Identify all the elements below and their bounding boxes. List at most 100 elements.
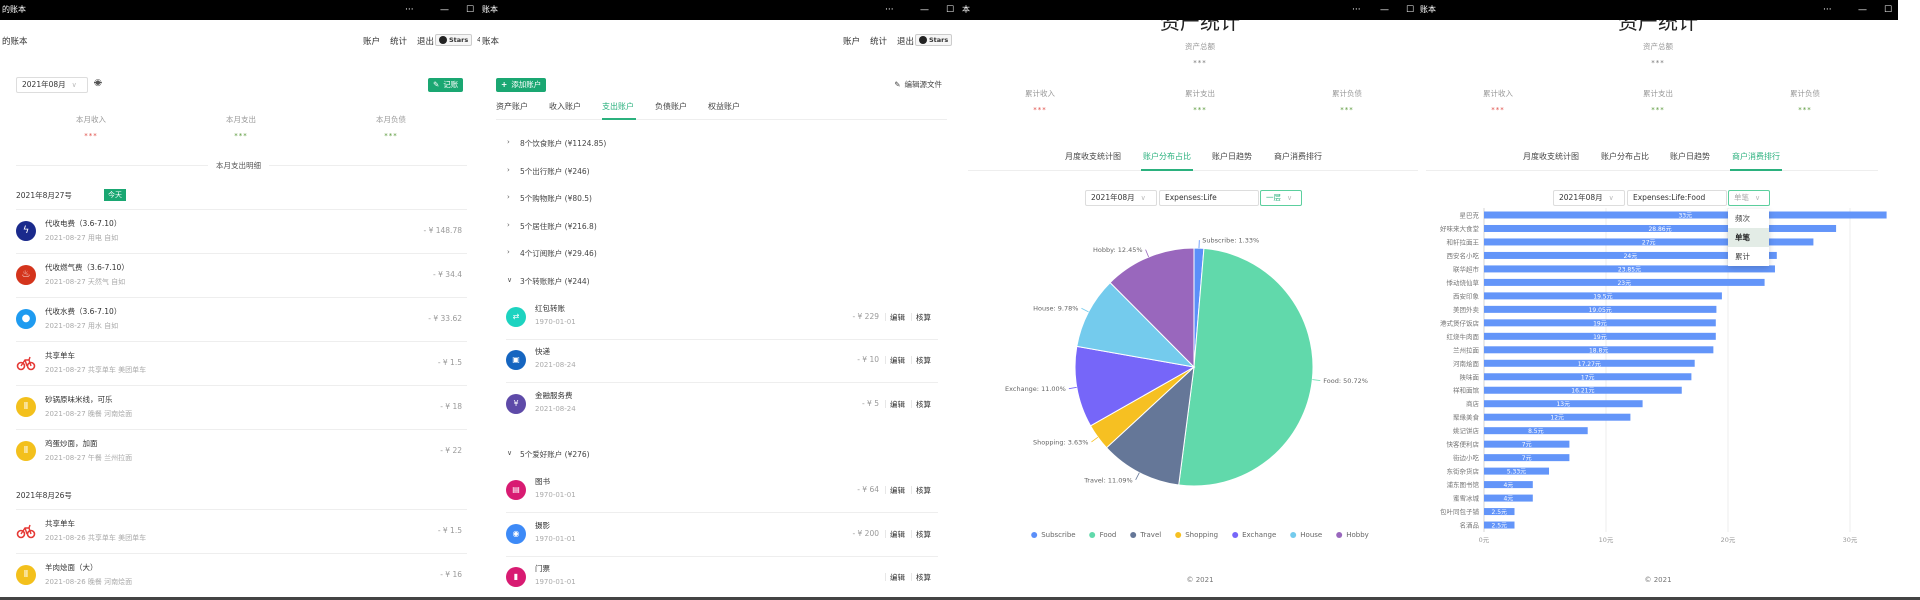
chevron-down-icon[interactable]: ∨ xyxy=(507,275,513,284)
month-select[interactable]: 2021年08月 ∨ xyxy=(1085,190,1157,206)
account-group[interactable]: 5个出行账户 (¥246) xyxy=(520,166,590,176)
minimize-icon[interactable]: — xyxy=(1380,5,1389,15)
tab-3[interactable]: 账户日趋势 xyxy=(1212,152,1252,161)
reconcile-account-link[interactable]: 核算 xyxy=(916,399,931,409)
add-account-button[interactable]: + 添加账户 xyxy=(496,78,547,92)
maximize-icon[interactable]: ☐ xyxy=(1406,5,1415,15)
account-group[interactable]: 5个购物账户 (¥80.5) xyxy=(520,194,592,203)
account-select[interactable]: Expenses:Life:Food xyxy=(1627,190,1727,206)
mode-select[interactable]: 单笔 ∨ xyxy=(1728,190,1770,206)
level-select[interactable]: 一层 ∨ xyxy=(1260,190,1302,206)
minimize-icon[interactable]: — xyxy=(440,5,449,15)
chevron-right-icon[interactable]: › xyxy=(507,193,510,201)
edit-account-link[interactable]: 编辑 xyxy=(890,486,905,495)
tab-1[interactable]: 月度收支统计图 xyxy=(1065,152,1121,161)
tab-1[interactable]: 资产账户 xyxy=(496,102,528,111)
month-select[interactable]: 2021年08月 ∨ xyxy=(16,77,88,93)
legend-item[interactable]: Food xyxy=(1089,531,1116,539)
more-icon[interactable]: ··· xyxy=(1352,5,1361,15)
bar xyxy=(1484,427,1588,435)
account-select[interactable]: Expenses:Life xyxy=(1159,190,1259,206)
tab-3[interactable]: 支出账户 xyxy=(602,102,634,111)
chevron-right-icon[interactable]: › xyxy=(507,138,510,146)
pie-label: Hobby: 12.45% xyxy=(1093,246,1143,254)
maximize-icon[interactable]: ☐ xyxy=(946,5,955,15)
tab-2[interactable]: 账户分布占比 xyxy=(1143,152,1191,161)
reconcile-account-link[interactable]: 核算 xyxy=(916,312,931,322)
minimize-icon[interactable]: — xyxy=(920,5,929,15)
tab-5[interactable]: 权益账户 xyxy=(708,102,740,111)
account-group[interactable]: 8个饮食账户 (¥1124.85) xyxy=(520,139,607,148)
more-icon[interactable]: ··· xyxy=(885,5,894,15)
separator: | xyxy=(910,528,913,538)
legend-item[interactable]: Shopping xyxy=(1175,531,1218,539)
nav-link[interactable]: 退出 xyxy=(897,37,915,47)
y-category-label: 快客便利店 xyxy=(1447,440,1480,449)
legend-item[interactable]: Hobby xyxy=(1336,531,1369,539)
chevron-right-icon[interactable]: › xyxy=(507,220,510,229)
github-stars-button[interactable]: Stars xyxy=(435,34,473,46)
transaction-row[interactable] xyxy=(16,509,467,552)
minimize-icon[interactable]: — xyxy=(1858,5,1867,15)
transaction-row[interactable] xyxy=(16,253,467,296)
edit-account-link[interactable]: 编辑 xyxy=(890,529,905,539)
tab-4[interactable]: 负债账户 xyxy=(655,102,687,111)
more-icon[interactable]: ··· xyxy=(1823,5,1832,15)
transaction-row[interactable] xyxy=(16,553,467,596)
edit-account-link[interactable]: 编辑 xyxy=(890,356,905,365)
tab-4[interactable]: 商户消费排行 xyxy=(1732,152,1780,161)
edit-account-link[interactable]: 编辑 xyxy=(890,573,905,582)
bar-value-label: 17.27元 xyxy=(1578,361,1601,368)
nav-link[interactable]: 统计 xyxy=(870,37,888,47)
bar xyxy=(1484,292,1722,300)
bar xyxy=(1484,238,1814,246)
month-select[interactable]: 2021年08月 ∨ xyxy=(1553,190,1625,206)
transaction-amount: - ¥ 22 xyxy=(440,446,462,455)
account-group[interactable]: 5个爱好账户 (¥276) xyxy=(520,450,590,459)
nav-link[interactable]: 账户 xyxy=(363,37,381,47)
maximize-icon[interactable]: ☐ xyxy=(466,5,475,15)
tab-2[interactable]: 账户分布占比 xyxy=(1601,152,1649,161)
tab-1[interactable]: 月度收支统计图 xyxy=(1523,152,1579,161)
account-group[interactable]: 5个居住账户 (¥216.8) xyxy=(520,221,597,231)
legend-dot xyxy=(1130,532,1137,538)
reconcile-account-link[interactable]: 核算 xyxy=(916,573,931,582)
maximize-icon[interactable]: ☐ xyxy=(1884,5,1893,15)
dropdown-option[interactable]: 累计 xyxy=(1735,252,1750,261)
dropdown-option[interactable]: 频次 xyxy=(1735,214,1750,223)
reconcile-account-link[interactable]: 核算 xyxy=(916,486,931,495)
github-stars-button[interactable]: Stars xyxy=(915,34,953,46)
legend-item[interactable]: Travel xyxy=(1130,531,1161,539)
nav-link[interactable]: 退出 xyxy=(417,37,435,47)
dropdown-option[interactable]: 单笔 xyxy=(1728,228,1769,247)
legend-item[interactable]: Exchange xyxy=(1232,531,1276,539)
legend-item[interactable]: Subscribe xyxy=(1031,531,1076,539)
edit-account-link[interactable]: 编辑 xyxy=(890,312,905,322)
transaction-row[interactable] xyxy=(16,297,467,340)
transaction-row[interactable] xyxy=(16,429,467,472)
chevron-down-icon[interactable]: ∨ xyxy=(507,449,513,457)
account-group[interactable]: 3个转账账户 (¥244) xyxy=(520,276,590,286)
edit-source-button[interactable]: ✎ 编辑源文件 xyxy=(894,79,942,90)
tab-2[interactable]: 收入账户 xyxy=(549,102,581,111)
chevron-right-icon[interactable]: › xyxy=(507,165,510,174)
reconcile-account-link[interactable]: 核算 xyxy=(916,356,931,365)
more-icon[interactable]: ··· xyxy=(405,5,414,15)
tab-4[interactable]: 商户消费排行 xyxy=(1274,152,1322,161)
stat-value: *** xyxy=(1651,106,1665,114)
legend-item[interactable]: House xyxy=(1290,531,1322,539)
nav-link[interactable]: 统计 xyxy=(390,37,408,47)
transaction-row[interactable] xyxy=(16,341,467,384)
account-group[interactable]: 4个订阅账户 (¥29.46) xyxy=(520,249,597,258)
tab-3[interactable]: 账户日趋势 xyxy=(1670,152,1710,161)
transaction-row[interactable] xyxy=(16,385,467,428)
nav-link[interactable]: 账户 xyxy=(843,37,861,47)
bar-value-label: 19元 xyxy=(1593,334,1607,341)
transaction-row[interactable] xyxy=(16,209,467,252)
record-button[interactable]: ✎ 记账 xyxy=(428,78,464,92)
pie-label: Shopping: 3.63% xyxy=(1033,438,1088,446)
eye-slash-icon[interactable]: ◉ xyxy=(94,78,102,88)
reconcile-account-link[interactable]: 核算 xyxy=(916,529,931,539)
chevron-right-icon[interactable]: › xyxy=(507,248,510,256)
edit-account-link[interactable]: 编辑 xyxy=(890,399,905,409)
